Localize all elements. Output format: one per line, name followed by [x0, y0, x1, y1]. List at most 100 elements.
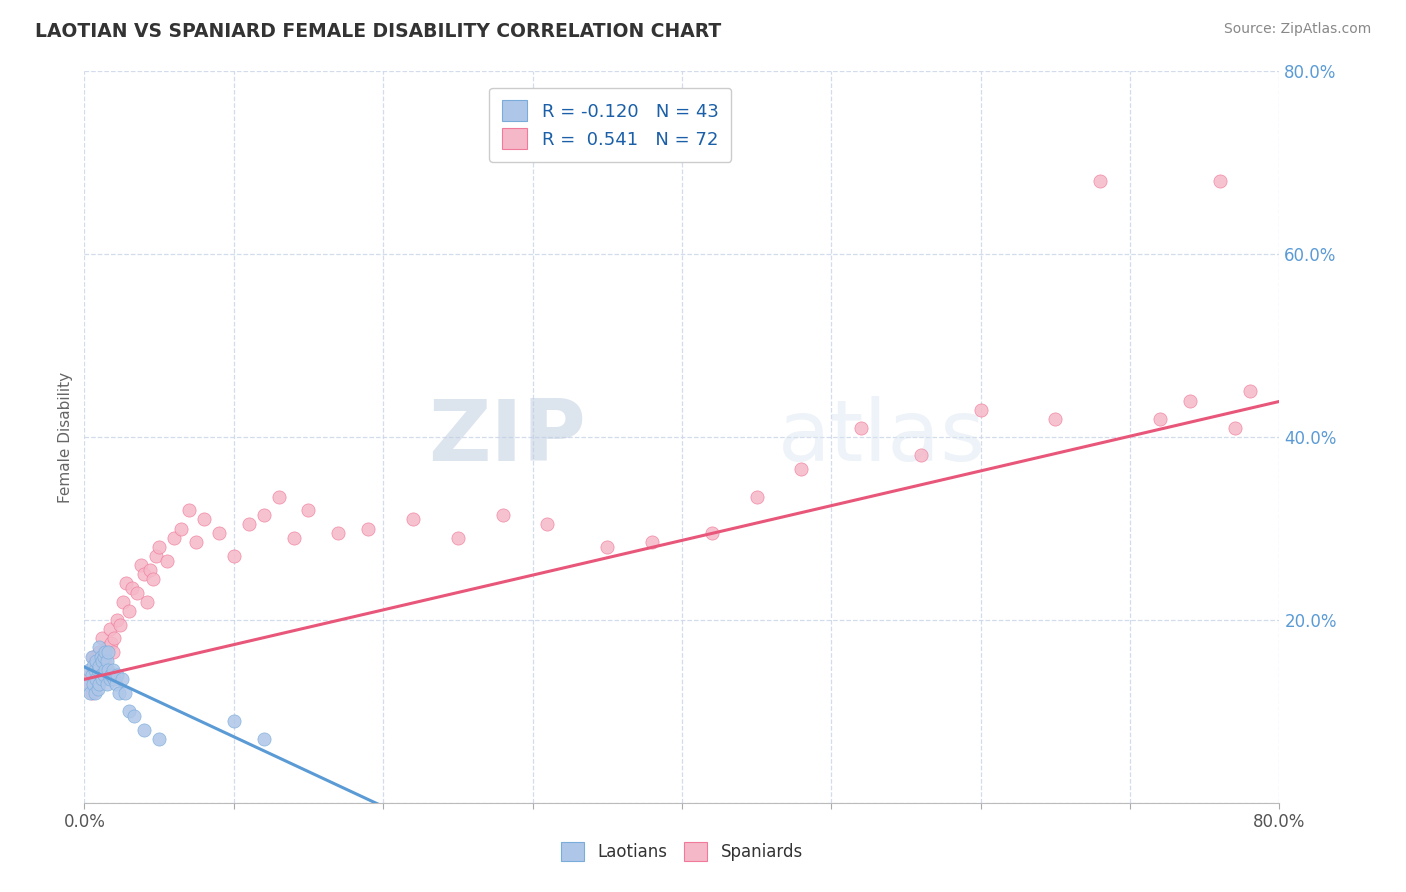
- Legend: Laotians, Spaniards: Laotians, Spaniards: [554, 835, 810, 868]
- Point: [104, 677, 127, 691]
- Point: [80, 649, 103, 664]
- Point: [118, 604, 141, 618]
- Point: [115, 576, 138, 591]
- Point: [77, 663, 100, 677]
- Point: [97, 663, 120, 677]
- Point: [83, 663, 105, 677]
- Point: [111, 673, 134, 687]
- Point: [136, 594, 159, 608]
- Point: [93, 645, 115, 659]
- Point: [83, 686, 105, 700]
- Point: [89, 645, 111, 659]
- Point: [96, 677, 118, 691]
- Point: [132, 723, 156, 737]
- Point: [105, 613, 128, 627]
- Text: Source: ZipAtlas.com: Source: ZipAtlas.com: [1223, 22, 1371, 37]
- Point: [253, 508, 276, 522]
- Point: [357, 521, 380, 535]
- Text: LAOTIAN VS SPANIARD FEMALE DISABILITY CORRELATION CHART: LAOTIAN VS SPANIARD FEMALE DISABILITY CO…: [35, 22, 721, 41]
- Point: [83, 677, 105, 691]
- Point: [94, 654, 117, 668]
- Point: [148, 731, 170, 746]
- Point: [98, 622, 121, 636]
- Point: [112, 594, 135, 608]
- Point: [97, 640, 120, 655]
- Point: [1090, 174, 1112, 188]
- Point: [1209, 174, 1232, 188]
- Point: [208, 526, 231, 541]
- Point: [1149, 412, 1171, 426]
- Point: [107, 686, 129, 700]
- Point: [447, 531, 470, 545]
- Point: [94, 663, 117, 677]
- Point: [103, 632, 125, 646]
- Y-axis label: Female Disability: Female Disability: [58, 371, 73, 503]
- Point: [101, 663, 124, 677]
- Point: [177, 503, 200, 517]
- Point: [328, 526, 350, 541]
- Point: [87, 658, 110, 673]
- Point: [100, 667, 122, 681]
- Point: [283, 531, 305, 545]
- Point: [80, 686, 103, 700]
- Point: [90, 667, 112, 681]
- Point: [122, 709, 145, 723]
- Point: [145, 549, 167, 563]
- Point: [267, 490, 290, 504]
- Point: [82, 677, 104, 691]
- Point: [114, 686, 136, 700]
- Point: [89, 658, 111, 673]
- Point: [87, 663, 110, 677]
- Point: [103, 673, 125, 687]
- Point: [105, 667, 128, 681]
- Point: [79, 686, 101, 700]
- Text: ZIP: ZIP: [429, 395, 586, 479]
- Point: [851, 421, 873, 435]
- Point: [238, 516, 260, 531]
- Point: [121, 581, 143, 595]
- Point: [402, 512, 425, 526]
- Point: [87, 681, 110, 696]
- Point: [910, 448, 932, 462]
- Point: [148, 540, 170, 554]
- Point: [90, 667, 112, 681]
- Point: [193, 512, 215, 526]
- Point: [1223, 421, 1246, 435]
- Point: [186, 535, 208, 549]
- Point: [1045, 412, 1067, 426]
- Point: [142, 572, 165, 586]
- Point: [139, 563, 162, 577]
- Point: [222, 549, 245, 563]
- Point: [98, 673, 121, 687]
- Point: [700, 526, 723, 541]
- Point: [82, 658, 104, 673]
- Point: [297, 503, 319, 517]
- Point: [970, 402, 993, 417]
- Point: [82, 649, 104, 664]
- Point: [132, 567, 156, 582]
- Point: [91, 654, 114, 668]
- Point: [89, 677, 111, 691]
- Point: [82, 663, 104, 677]
- Point: [536, 516, 558, 531]
- Point: [97, 645, 120, 659]
- Point: [91, 673, 114, 687]
- Point: [745, 490, 768, 504]
- Point: [93, 649, 115, 664]
- Text: atlas: atlas: [778, 395, 986, 479]
- Point: [1178, 393, 1201, 408]
- Point: [86, 649, 108, 664]
- Point: [222, 714, 245, 728]
- Point: [94, 645, 117, 659]
- Point: [129, 558, 152, 573]
- Point: [80, 667, 103, 681]
- Point: [83, 654, 105, 668]
- Point: [596, 540, 619, 554]
- Point: [90, 649, 112, 664]
- Point: [89, 640, 111, 655]
- Point: [93, 667, 115, 681]
- Point: [77, 677, 100, 691]
- Point: [86, 673, 108, 687]
- Point: [253, 731, 276, 746]
- Point: [110, 617, 132, 632]
